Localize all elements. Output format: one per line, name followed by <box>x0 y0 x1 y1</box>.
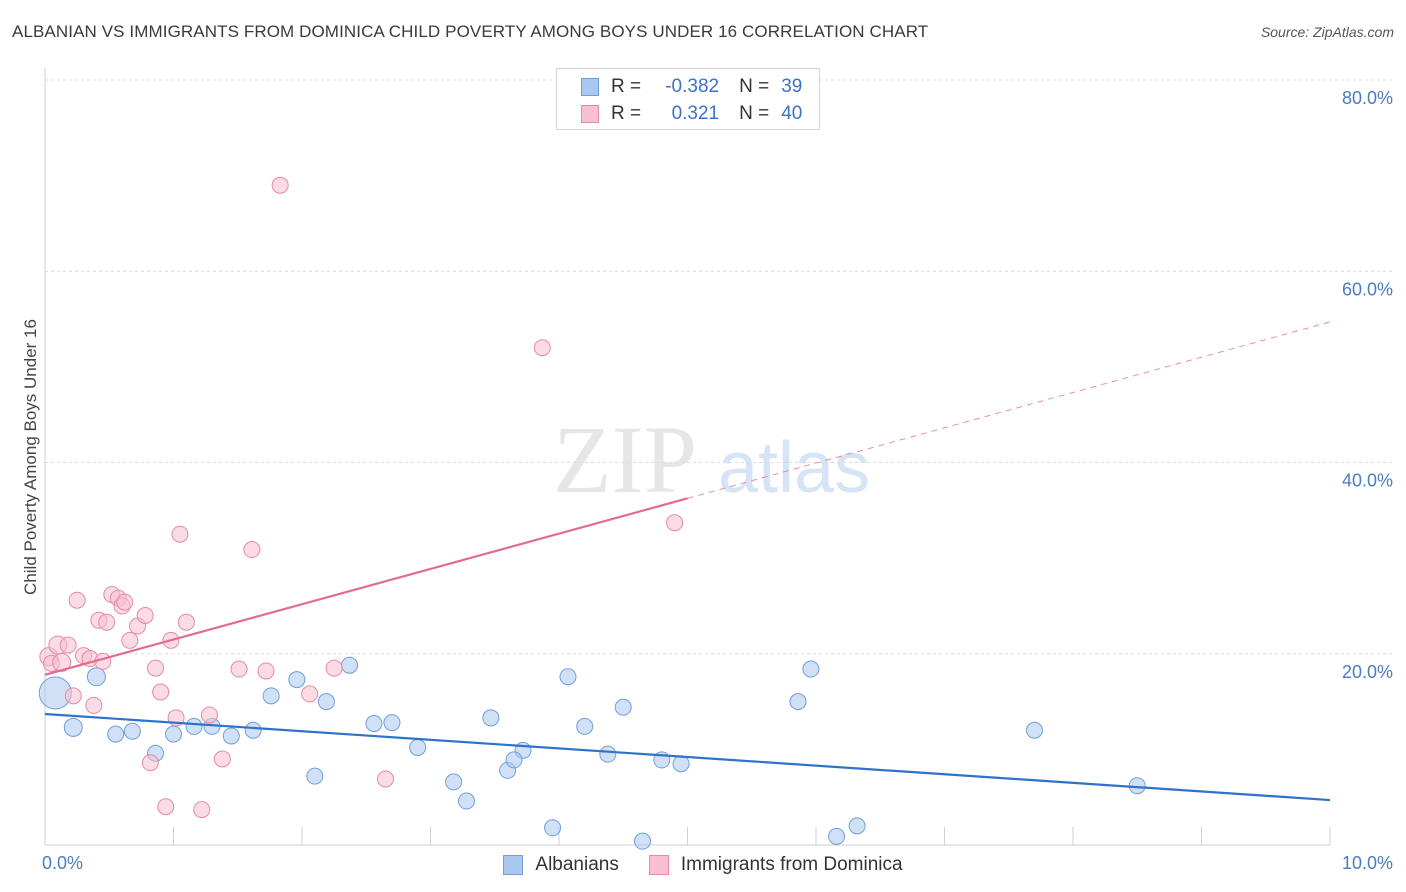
albanians-point <box>244 721 262 739</box>
albanians-point <box>634 832 652 850</box>
dominica-point <box>85 696 103 714</box>
n-value: 40 <box>781 103 803 124</box>
albanians-point <box>457 792 475 810</box>
albanians-point <box>107 725 125 743</box>
r-value: 0.321 <box>671 103 720 124</box>
dominica-point <box>213 750 231 768</box>
n-label: N = <box>739 103 770 124</box>
source-label: Source: ZipAtlas.com <box>1260 24 1394 40</box>
dominica-point <box>533 339 551 357</box>
dominica-point <box>271 176 289 194</box>
dominica-trend-line-extension <box>687 321 1331 499</box>
dominica-point <box>193 801 211 819</box>
dominica-swatch <box>581 105 599 123</box>
watermark-zip: ZIP <box>553 406 697 513</box>
albanians-point <box>445 773 463 791</box>
albanians-point <box>559 668 577 686</box>
legend-item-dominica[interactable]: Immigrants from Dominica <box>648 854 903 876</box>
dominica-point <box>377 770 395 788</box>
stats-row-albanians: R = -0.382 N = 39 <box>581 74 802 100</box>
albanians-point <box>383 714 401 732</box>
albanians-point <box>222 727 240 745</box>
y-axis-label: Child Poverty Among Boys Under 16 <box>21 319 40 595</box>
r-label: R = <box>611 103 642 124</box>
dominica-legend-swatch <box>648 855 669 875</box>
albanians-trend-line <box>44 712 1331 802</box>
n-label: N = <box>739 76 770 97</box>
chart-title: ALBANIAN VS IMMIGRANTS FROM DOMINICA CHI… <box>12 22 929 41</box>
dominica-point <box>121 631 139 649</box>
y-tick-label: 40.0% <box>1342 471 1393 491</box>
dominica-point <box>243 541 261 559</box>
dominica-point <box>64 687 82 705</box>
stats-box: R = -0.382 N = 39 R = 0.321 N = 40 <box>556 68 820 130</box>
x-tick-label: 0.0% <box>42 853 83 873</box>
dominica-point <box>666 514 684 532</box>
n-value: 39 <box>781 76 803 97</box>
dominica-point <box>136 607 154 624</box>
watermark-atlas: atlas <box>718 428 870 508</box>
albanians-point <box>341 656 359 674</box>
albanians-point <box>828 827 846 845</box>
legend-label: Albanians <box>535 854 619 875</box>
albanians-point <box>165 725 182 743</box>
dominica-point <box>152 683 170 701</box>
albanians-point <box>802 660 820 678</box>
albanians-point <box>262 687 280 705</box>
albanians-point <box>86 667 106 687</box>
albanians-point <box>672 755 690 773</box>
dominica-point <box>141 754 159 772</box>
albanians-swatch <box>581 78 599 96</box>
dominica-point <box>325 659 343 677</box>
albanians-point <box>317 693 335 711</box>
y-tick-label: 20.0% <box>1342 662 1393 682</box>
dominica-trend-line <box>44 497 688 676</box>
dominica-point <box>98 613 116 631</box>
x-tick-label: 10.0% <box>1342 853 1393 873</box>
albanians-point <box>599 745 617 763</box>
albanians-point <box>789 693 807 711</box>
albanians-point <box>505 751 523 769</box>
albanians-point <box>409 738 427 756</box>
y-tick-label: 60.0% <box>1342 279 1393 299</box>
dominica-point <box>68 591 86 609</box>
legend: Albanians Immigrants from Dominica <box>0 852 1406 878</box>
dominica-point <box>200 706 218 724</box>
dominica-point <box>257 662 275 680</box>
albanians-point <box>482 709 500 727</box>
albanians-legend-swatch <box>503 855 524 875</box>
legend-label: Immigrants from Dominica <box>680 854 903 875</box>
dominica-point <box>171 525 189 543</box>
dominica-point <box>116 593 134 611</box>
dominica-point <box>230 660 248 678</box>
dominica-point <box>177 613 195 631</box>
dominica-point <box>59 636 77 654</box>
r-value: -0.382 <box>665 76 720 97</box>
albanians-point <box>123 722 141 740</box>
dominica-point <box>52 652 72 672</box>
albanians-point <box>544 819 562 837</box>
y-tick-label: 80.0% <box>1342 88 1393 108</box>
dominica-point <box>301 685 319 703</box>
albanians-point <box>1025 721 1043 739</box>
r-label: R = <box>611 76 642 97</box>
albanians-point <box>848 817 866 835</box>
albanians-point <box>576 717 594 735</box>
albanians-point <box>306 767 324 785</box>
legend-item-albanians[interactable]: Albanians <box>503 854 619 876</box>
albanians-point <box>185 717 203 735</box>
albanians-point <box>288 671 306 689</box>
albanians-point <box>614 698 632 716</box>
albanians-point <box>63 717 83 737</box>
albanians-point <box>365 715 383 733</box>
dominica-point <box>157 798 175 816</box>
dominica-point <box>147 659 165 677</box>
stats-row-dominica: R = 0.321 N = 40 <box>581 101 802 127</box>
